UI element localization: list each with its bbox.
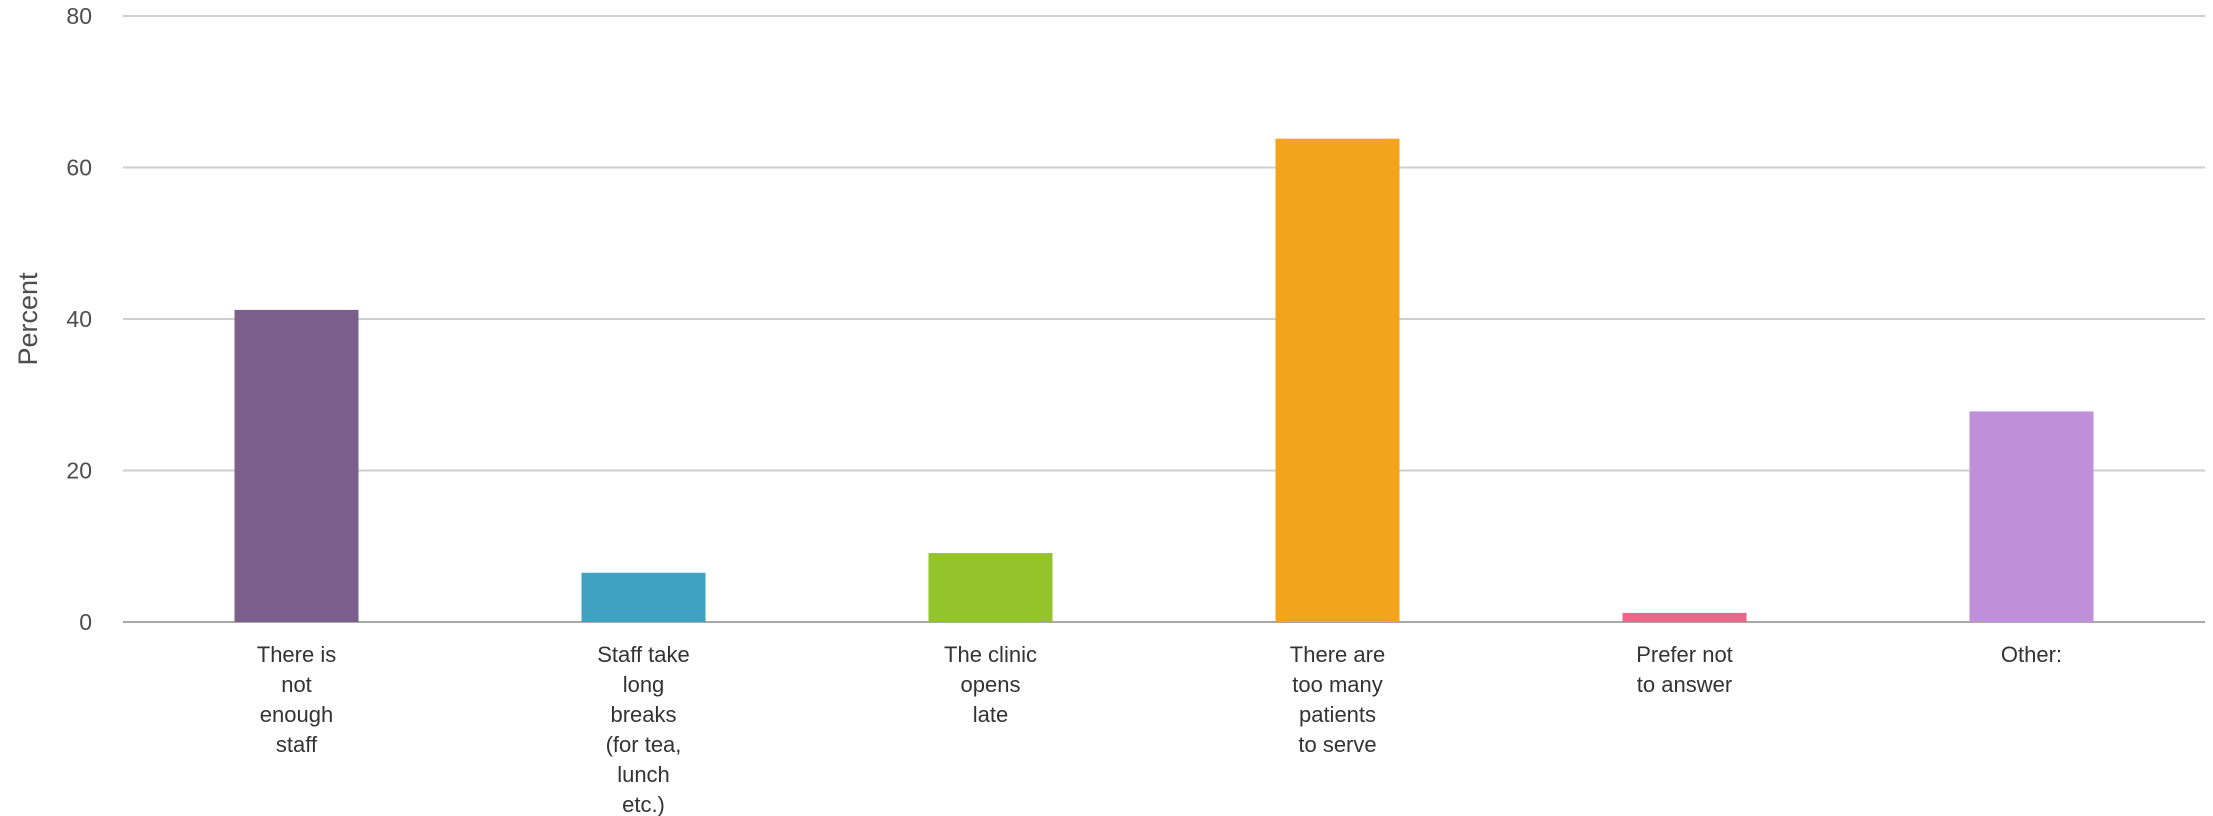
- x-category-label: Staff take long breaks (for tea, lunch etc.): [597, 642, 690, 816]
- bar: [928, 553, 1053, 622]
- x-category-label: The clinic opens late: [944, 642, 1037, 727]
- bars: [234, 138, 2094, 622]
- bar: [234, 309, 359, 622]
- x-axis-category-labels: There is not enough staff Staff take long brea…: [257, 642, 2062, 816]
- y-axis-title: Percent: [13, 272, 43, 366]
- y-tick-label: 60: [66, 155, 92, 181]
- y-tick-label: 0: [79, 609, 92, 635]
- y-tick-label: 40: [66, 306, 92, 332]
- bar: [1622, 612, 1747, 622]
- bar: [1969, 411, 2094, 622]
- bar: [581, 572, 706, 622]
- y-tick-label: 20: [66, 458, 92, 484]
- gridlines: [123, 15, 2205, 623]
- x-category-label: There are too many patients to serve: [1290, 642, 1385, 757]
- x-category-label: Prefer not to answer: [1636, 642, 1733, 697]
- bar: [1275, 138, 1400, 622]
- y-axis-ticks: 0 20 40 60 80: [66, 3, 92, 635]
- x-category-label: There is not enough staff: [257, 642, 336, 757]
- y-tick-label: 80: [66, 3, 92, 29]
- x-category-label: Other:: [2001, 642, 2062, 667]
